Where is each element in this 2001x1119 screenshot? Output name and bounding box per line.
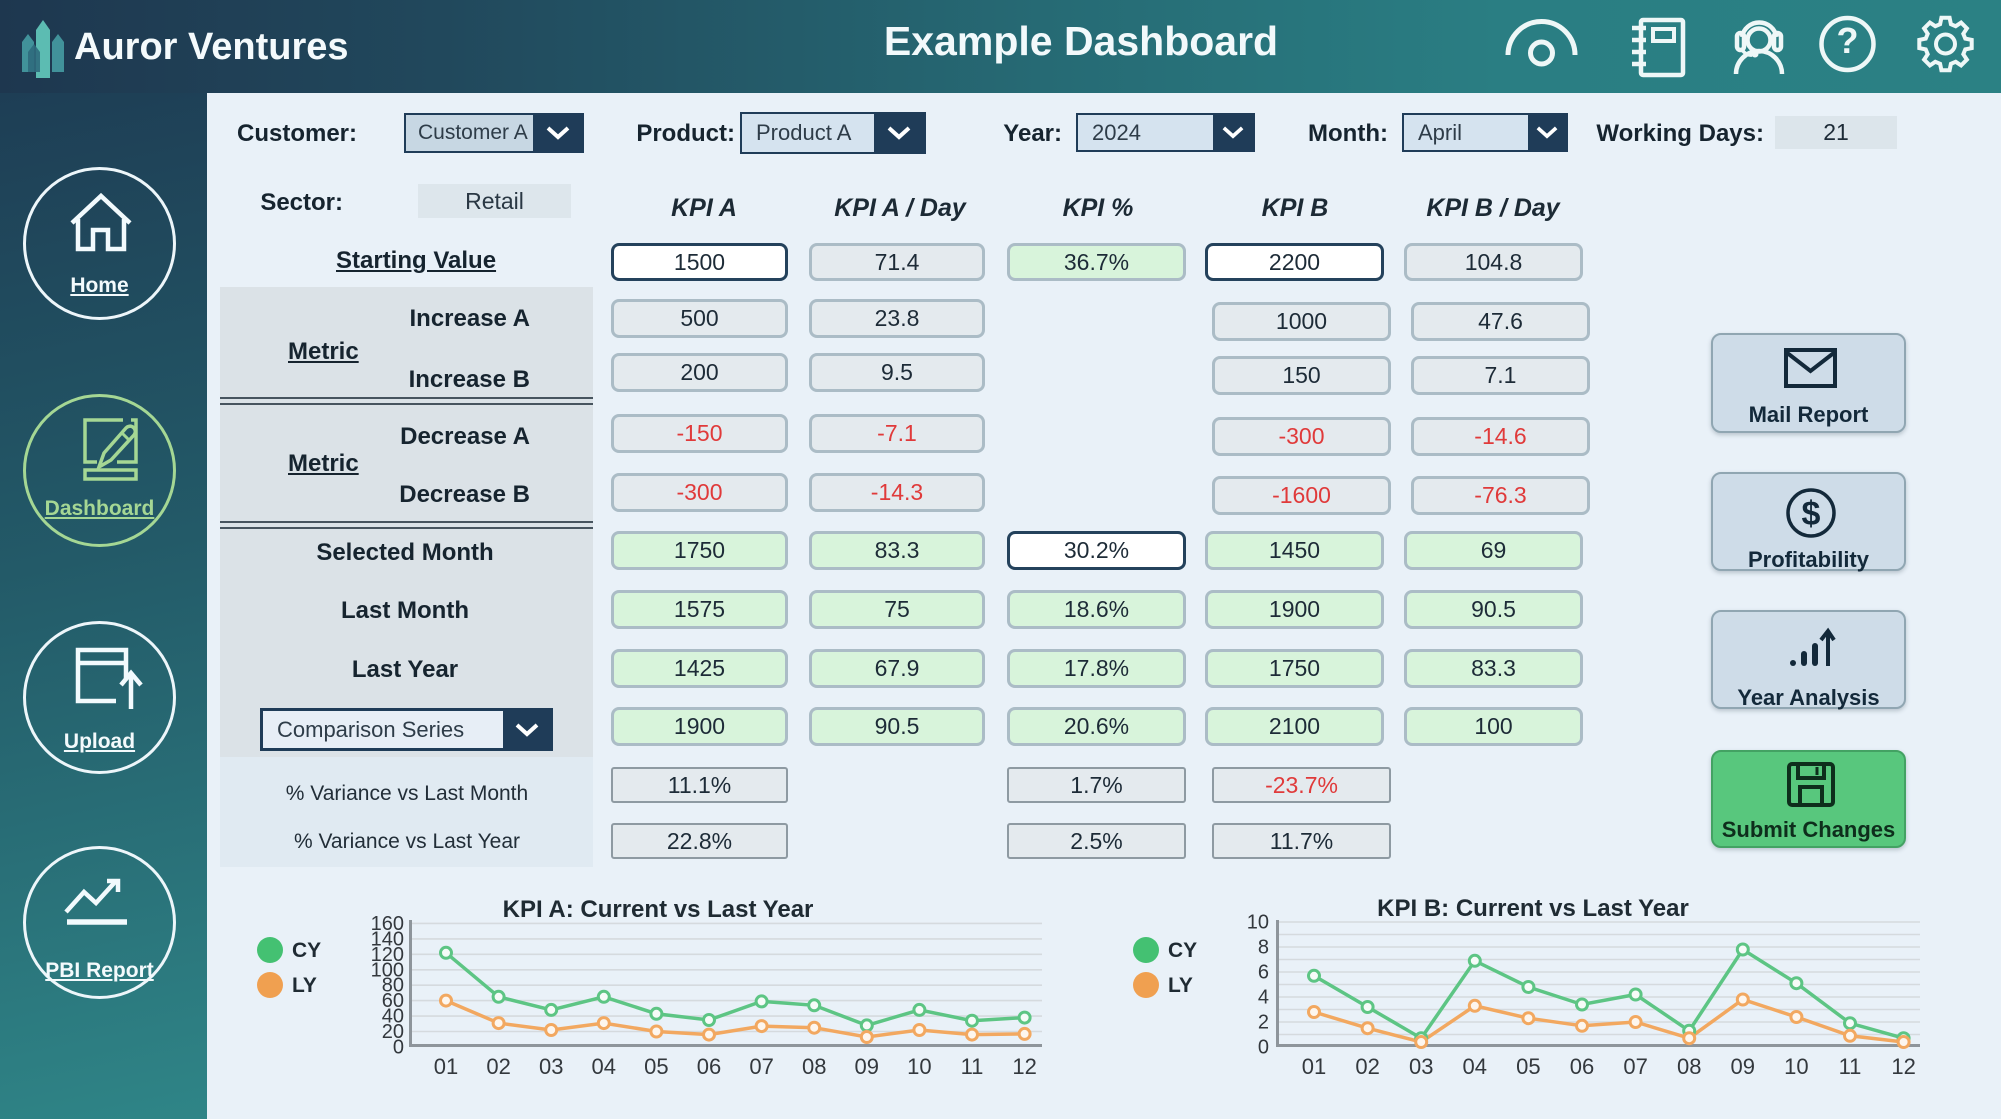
svg-text:LY: LY: [292, 974, 317, 997]
svg-text:09: 09: [855, 1054, 879, 1079]
svg-text:06: 06: [1570, 1054, 1594, 1079]
svg-text:CY: CY: [1168, 939, 1197, 962]
svg-text:0: 0: [393, 1037, 404, 1059]
svg-text:8: 8: [1258, 937, 1269, 959]
svg-text:80: 80: [382, 975, 404, 997]
svg-text:4: 4: [1258, 987, 1269, 1009]
svg-text:10: 10: [1784, 1054, 1808, 1079]
svg-text:06: 06: [697, 1054, 721, 1079]
svg-text:07: 07: [749, 1054, 773, 1079]
svg-text:0: 0: [1258, 1037, 1269, 1059]
svg-text:12: 12: [1012, 1054, 1036, 1079]
svg-text:20: 20: [382, 1021, 404, 1043]
svg-text:11: 11: [961, 1054, 984, 1079]
svg-text:04: 04: [592, 1054, 616, 1079]
svg-text:07: 07: [1623, 1054, 1647, 1079]
svg-text:KPI A: Current vs Last Year: KPI A: Current vs Last Year: [503, 896, 814, 923]
svg-text:12: 12: [1891, 1054, 1915, 1079]
svg-text:04: 04: [1463, 1054, 1487, 1079]
svg-text:100: 100: [371, 959, 404, 981]
svg-text:01: 01: [1302, 1054, 1326, 1079]
svg-text:03: 03: [539, 1054, 563, 1079]
svg-text:01: 01: [434, 1054, 458, 1079]
svg-text:02: 02: [486, 1054, 510, 1079]
svg-text:LY: LY: [1168, 974, 1193, 997]
svg-text:60: 60: [382, 990, 404, 1012]
svg-text:05: 05: [644, 1054, 668, 1079]
svg-text:CY: CY: [292, 939, 321, 962]
svg-text:11: 11: [1839, 1054, 1862, 1079]
svg-text:08: 08: [802, 1054, 826, 1079]
svg-text:05: 05: [1516, 1054, 1540, 1079]
svg-text:160: 160: [371, 913, 404, 935]
svg-text:02: 02: [1355, 1054, 1379, 1079]
svg-text:10: 10: [1247, 912, 1269, 934]
svg-text:40: 40: [382, 1006, 404, 1028]
svg-text:09: 09: [1731, 1054, 1755, 1079]
svg-text:140: 140: [371, 928, 404, 950]
svg-text:08: 08: [1677, 1054, 1701, 1079]
svg-text:6: 6: [1258, 962, 1269, 984]
svg-text:?: ?: [1837, 20, 1859, 61]
svg-text:2: 2: [1258, 1012, 1269, 1034]
svg-text:$: $: [1802, 495, 1821, 533]
svg-text:120: 120: [371, 944, 404, 966]
svg-text:KPI B: Current vs Last Year: KPI B: Current vs Last Year: [1377, 895, 1689, 922]
svg-text:10: 10: [907, 1054, 931, 1079]
svg-text:03: 03: [1409, 1054, 1433, 1079]
